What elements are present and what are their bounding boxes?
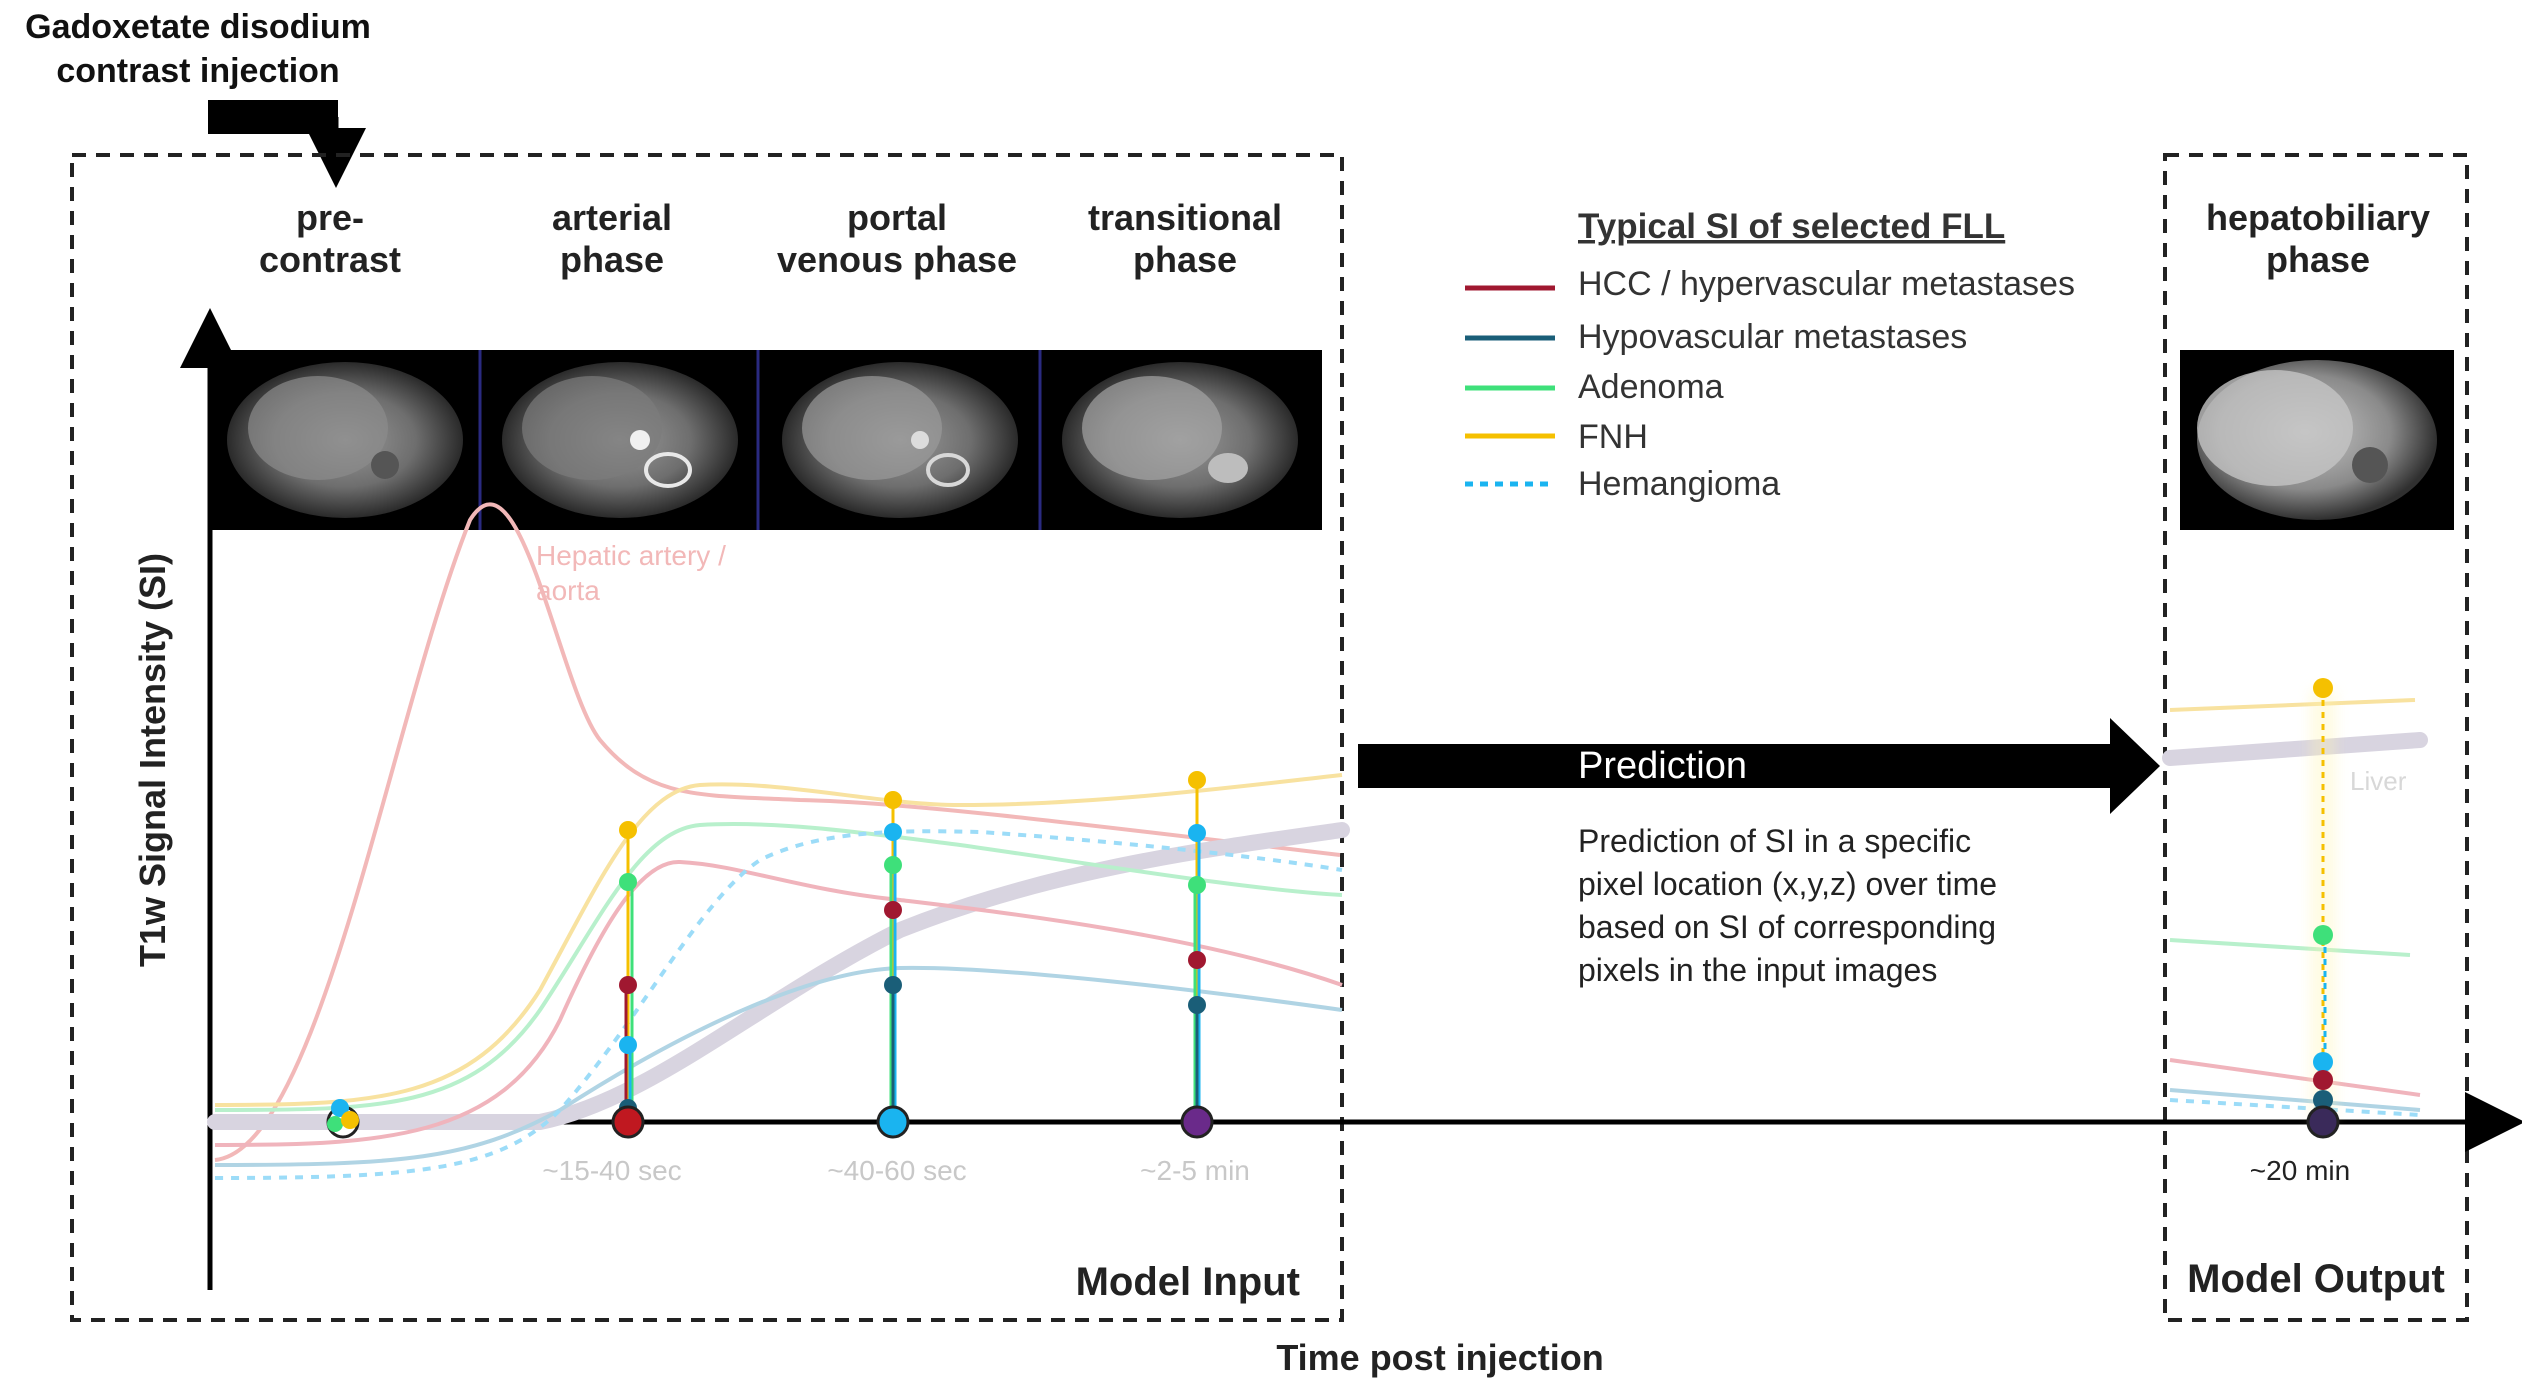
arterial-dot-base <box>611 1105 645 1139</box>
portal-dot-hypo <box>884 976 902 994</box>
aorta-label-line1: Hepatic artery / <box>536 540 726 571</box>
prediction-description: Prediction of SI in a specific pixel loc… <box>1578 823 1997 988</box>
pre-dot-adenoma <box>327 1116 343 1132</box>
prediction-desc-line3: based on SI of corresponding <box>1578 909 1996 945</box>
phase-pre-line1: pre- <box>296 197 364 238</box>
output-curves <box>2162 698 2428 1117</box>
hbp-dot-hcc <box>2313 1070 2333 1090</box>
time-transitional: ~2-5 min <box>1140 1155 1250 1186</box>
arterial-dot-adenoma <box>619 873 637 891</box>
adenoma-curve <box>214 822 1343 1112</box>
hypo-curve <box>214 965 1343 1167</box>
prediction-arrow: Prediction <box>1358 718 2160 814</box>
phase-arterial-line1: arterial <box>552 197 672 238</box>
transitional-dot-hcc <box>1188 951 1206 969</box>
transitional-dot-fnh <box>1188 771 1206 789</box>
legend-label-fnh: FNH <box>1578 418 1648 456</box>
legend-title: Typical SI of selected FLL <box>1578 207 2005 246</box>
phase-transitional-line1: transitional <box>1088 197 1282 238</box>
transitional-dot-adenoma <box>1188 876 1206 894</box>
liver-curve <box>207 822 1350 1130</box>
legend-label-hypo: Hypovascular metastases <box>1578 318 1967 356</box>
phase-transitional-line2: phase <box>1133 239 1237 280</box>
arterial-samples <box>611 821 645 1139</box>
model-input-label: Model Input <box>1076 1260 1300 1304</box>
hemangioma-curve <box>214 829 1343 1180</box>
mri-slice-portal <box>782 362 1018 518</box>
injection-label-line2: contrast injection <box>56 52 339 90</box>
pre-contrast-samples <box>326 1099 360 1139</box>
time-portal: ~40-60 sec <box>827 1155 966 1186</box>
mri-input-strip <box>210 350 1322 530</box>
prediction-desc-line4: pixels in the input images <box>1578 952 1937 988</box>
transitional-dot-hypo <box>1188 996 1206 1014</box>
x-axis-label: Time post injection <box>1276 1337 1603 1378</box>
arterial-dot-hemangioma <box>619 1036 637 1054</box>
transitional-samples <box>1180 771 1214 1139</box>
arterial-dot-fnh <box>619 821 637 839</box>
hbp-dot-base <box>2306 1105 2340 1139</box>
model-input-box <box>70 153 1344 1322</box>
injection-annotation: Gadoxetate disodium contrast injection <box>25 8 371 188</box>
portal-samples <box>876 791 910 1139</box>
pre-dot-fnh <box>341 1111 359 1129</box>
portal-dot-fnh <box>884 791 902 809</box>
arterial-dot-hcc <box>619 976 637 994</box>
injection-bar <box>208 100 338 134</box>
legend-label-hcc: HCC / hypervascular metastases <box>1578 265 2075 303</box>
legend: Typical SI of selected FLL HCC / hyperva… <box>1465 207 2075 503</box>
transitional-dot-hemangioma <box>1188 824 1206 842</box>
fnh-curve <box>214 773 1343 1107</box>
hbp-dot-hypo <box>2313 1090 2333 1110</box>
portal-dot-hcc <box>884 901 902 919</box>
phase-headers: pre- contrast arterial phase portal veno… <box>259 197 2430 280</box>
axes: T1w Signal Intensity (SI) Time post inje… <box>132 308 2522 1378</box>
prediction-desc-line1: Prediction of SI in a specific <box>1578 823 1971 859</box>
portal-dot-adenoma <box>884 856 902 874</box>
phase-hepatobiliary-line2: phase <box>2266 239 2370 280</box>
liver-label: Liver <box>2350 766 2407 796</box>
hcc-curve <box>214 859 1343 1147</box>
injection-label-line1: Gadoxetate disodium <box>25 8 371 46</box>
hbp-dot-fnh <box>2313 678 2333 698</box>
portal-dot-base <box>876 1105 910 1139</box>
phase-hepatobiliary-line1: hepatobiliary <box>2206 197 2430 238</box>
time-arterial: ~15-40 sec <box>542 1155 681 1186</box>
signal-curves <box>207 502 1350 1180</box>
pre-dot-hemangioma <box>331 1099 349 1117</box>
phase-pre-line2: contrast <box>259 239 401 280</box>
model-output-label: Model Output <box>2187 1257 2445 1301</box>
y-axis-label: T1w Signal Intensity (SI) <box>132 553 173 967</box>
model-output-box <box>2163 153 2469 1322</box>
time-hepatobiliary: ~20 min <box>2250 1155 2350 1186</box>
phase-portal-line2: venous phase <box>777 239 1017 280</box>
mri-slice-arterial <box>502 362 738 518</box>
hbp-dot-hemangioma <box>2313 1052 2333 1072</box>
phase-portal-line1: portal <box>847 197 947 238</box>
hepatobiliary-samples <box>2306 678 2340 1139</box>
mri-slice-pre <box>227 362 463 518</box>
transitional-dot-base <box>1180 1105 1214 1139</box>
legend-label-hemangioma: Hemangioma <box>1578 465 1780 503</box>
mri-slice-transitional <box>1062 362 1298 518</box>
phase-arterial-line2: phase <box>560 239 664 280</box>
prediction-title: Prediction <box>1578 745 1747 787</box>
prediction-desc-line2: pixel location (x,y,z) over time <box>1578 866 1997 902</box>
aorta-curve <box>214 502 1341 1162</box>
mri-output-image <box>2180 350 2454 530</box>
hbp-dot-adenoma <box>2313 925 2333 945</box>
aorta-label-line2: aorta <box>536 575 600 606</box>
legend-label-adenoma: Adenoma <box>1578 368 1724 406</box>
portal-dot-hemangioma <box>884 823 902 841</box>
